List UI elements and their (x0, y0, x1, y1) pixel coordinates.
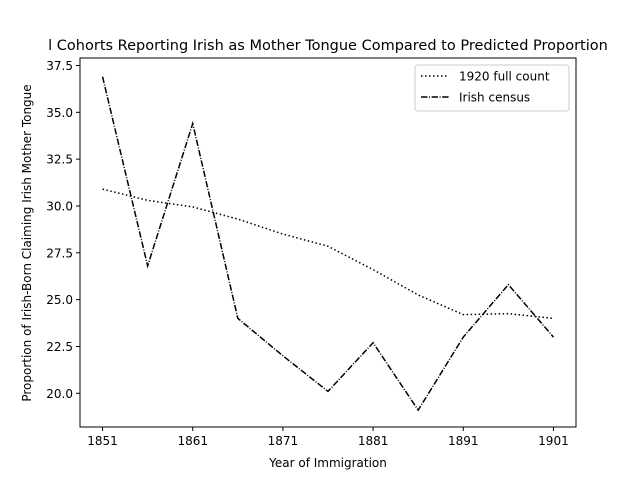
y-tick-label: 37.5 (46, 59, 73, 73)
y-tick-label: 20.0 (46, 387, 73, 401)
x-tick-label: 1861 (177, 434, 208, 448)
x-tick-label: 1851 (87, 434, 118, 448)
x-tick-label: 1901 (538, 434, 569, 448)
legend-box (414, 64, 570, 112)
series-line-full-count (102, 188, 554, 320)
x-tick-label: 1871 (268, 434, 299, 448)
series-line-irish-census (101, 76, 555, 412)
legend-label-full-count: 1920 full count (459, 70, 550, 84)
x-tick-label: 1881 (358, 434, 389, 448)
x-axis: 1851 1861 1871 1881 1891 1901 (87, 427, 569, 448)
y-tick-label: 30.0 (46, 199, 73, 213)
plot-lines (101, 76, 555, 412)
y-axis-label: Proportion of Irish-Born Claiming Irish … (20, 84, 34, 401)
x-axis-label: Year of Immigration (268, 456, 387, 470)
y-tick-label: 27.5 (46, 246, 73, 260)
y-tick-label: 32.5 (46, 153, 73, 167)
y-tick-label: 22.5 (46, 340, 73, 354)
x-tick-label: 1891 (448, 434, 479, 448)
plot-frame (79, 57, 577, 428)
legend-label-irish-census: Irish census (459, 91, 530, 105)
y-tick-label: 25.0 (46, 293, 73, 307)
y-tick-label: 35.0 (46, 106, 73, 120)
y-axis: 20.0 22.5 25.0 27.5 30.0 32.5 35.0 37.5 (46, 59, 80, 401)
legend: 1920 full count Irish census (414, 64, 570, 112)
chart-title: l Cohorts Reporting Irish as Mother Tong… (48, 38, 608, 54)
